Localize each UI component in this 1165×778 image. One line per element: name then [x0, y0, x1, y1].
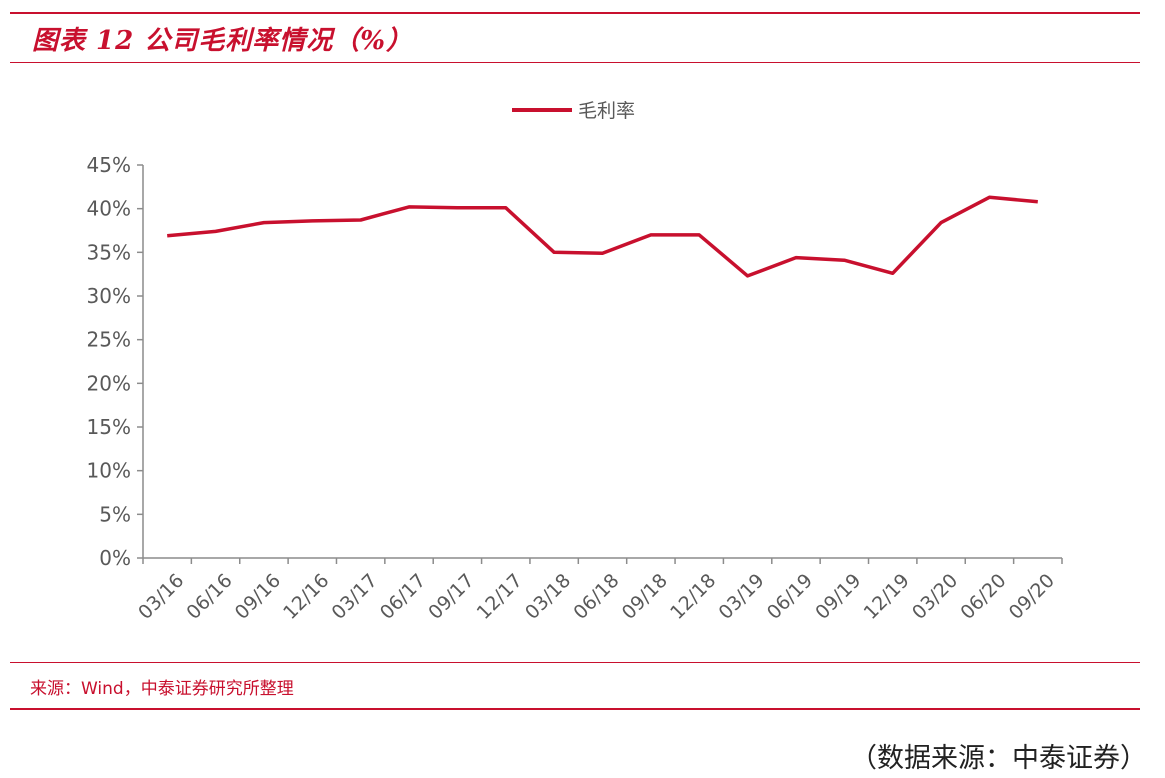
- x-tick-label: 06/17: [376, 570, 430, 624]
- source-note: 来源：Wind，中泰证券研究所整理: [30, 679, 294, 699]
- y-tick-label: 25%: [87, 328, 131, 352]
- x-axis-ticks: 03/1606/1609/1612/1603/1706/1709/1712/17…: [134, 558, 1063, 624]
- gross-margin-chart: 毛利率 0%5%10%15%20%25%30%35%40%45% 03/1606…: [87, 100, 1063, 624]
- chart-legend: 毛利率: [512, 100, 635, 122]
- x-tick-label: 09/18: [618, 570, 672, 624]
- data-source-caption: （数据来源：中泰证券）: [850, 743, 1147, 774]
- y-tick-label: 35%: [87, 240, 131, 264]
- footer-top-rule: [10, 662, 1140, 663]
- y-tick-label: 0%: [99, 546, 131, 570]
- series-line-gross-margin: [167, 195, 1038, 278]
- y-tick-label: 40%: [87, 197, 131, 221]
- x-tick-label: 03/19: [714, 570, 768, 624]
- x-tick-label: 09/16: [231, 570, 285, 624]
- x-tick-label: 03/16: [134, 570, 188, 624]
- y-axis-ticks: 0% 5% 10% 15% 20% 25% 30% 35% 40% 45%: [87, 153, 143, 570]
- x-tick-label: 06/20: [956, 570, 1010, 624]
- y-tick-label: 5%: [99, 502, 131, 526]
- chart-axes: [142, 165, 1062, 559]
- x-tick-label: 12/17: [473, 570, 527, 624]
- y-tick-label: 20%: [87, 371, 131, 395]
- x-tick-label: 03/17: [328, 570, 382, 624]
- x-tick-label: 09/19: [811, 570, 865, 624]
- x-tick-label: 06/19: [763, 570, 817, 624]
- y-tick-label: 15%: [87, 415, 131, 439]
- footer-bottom-rule: [10, 708, 1140, 710]
- header-bottom-rule: [10, 62, 1140, 63]
- x-tick-label: 06/16: [182, 570, 236, 624]
- page-title: 图表 12 公司毛利率情况（%）: [32, 26, 413, 56]
- x-tick-label: 09/17: [424, 570, 478, 624]
- x-tick-label: 12/19: [860, 570, 914, 624]
- y-tick-label: 30%: [87, 284, 131, 308]
- y-tick-label: 10%: [87, 459, 131, 483]
- x-tick-label: 12/18: [666, 570, 720, 624]
- x-tick-label: 06/18: [569, 570, 623, 624]
- legend-label: 毛利率: [578, 100, 635, 122]
- x-tick-label: 03/20: [908, 570, 962, 624]
- x-tick-label: 12/16: [279, 570, 333, 624]
- x-tick-label: 03/18: [521, 570, 575, 624]
- x-tick-label: 09/20: [1005, 570, 1059, 624]
- series-lines: [167, 195, 1038, 278]
- y-tick-label: 45%: [87, 153, 131, 177]
- header-top-rule: [10, 12, 1140, 14]
